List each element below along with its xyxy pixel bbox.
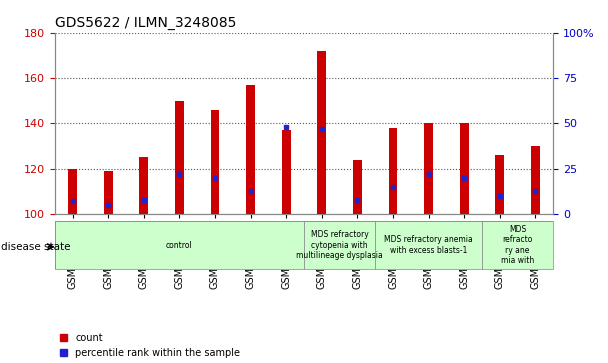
Bar <box>68 169 77 214</box>
Text: control: control <box>166 241 193 249</box>
Bar <box>389 128 398 214</box>
Bar <box>531 146 540 214</box>
Bar <box>496 155 504 214</box>
Bar <box>139 158 148 214</box>
Legend: count, percentile rank within the sample: count, percentile rank within the sample <box>60 333 240 358</box>
Bar <box>424 123 433 214</box>
Bar <box>55 221 304 269</box>
Bar <box>353 160 362 214</box>
Bar <box>104 171 112 214</box>
Text: MDS refractory anemia
with excess blasts-1: MDS refractory anemia with excess blasts… <box>384 235 473 255</box>
Text: MDS refractory
cytopenia with
multilineage dysplasia: MDS refractory cytopenia with multilinea… <box>296 230 383 260</box>
Bar <box>282 130 291 214</box>
Bar <box>246 85 255 214</box>
Bar <box>304 221 375 269</box>
Bar <box>317 51 326 214</box>
Text: disease state: disease state <box>1 242 71 252</box>
Bar <box>482 221 553 269</box>
Bar <box>460 123 469 214</box>
Bar <box>210 110 219 214</box>
Text: GDS5622 / ILMN_3248085: GDS5622 / ILMN_3248085 <box>55 16 236 30</box>
Bar <box>175 101 184 214</box>
Text: MDS
refracto
ry ane
mia with: MDS refracto ry ane mia with <box>501 225 534 265</box>
Bar <box>375 221 482 269</box>
